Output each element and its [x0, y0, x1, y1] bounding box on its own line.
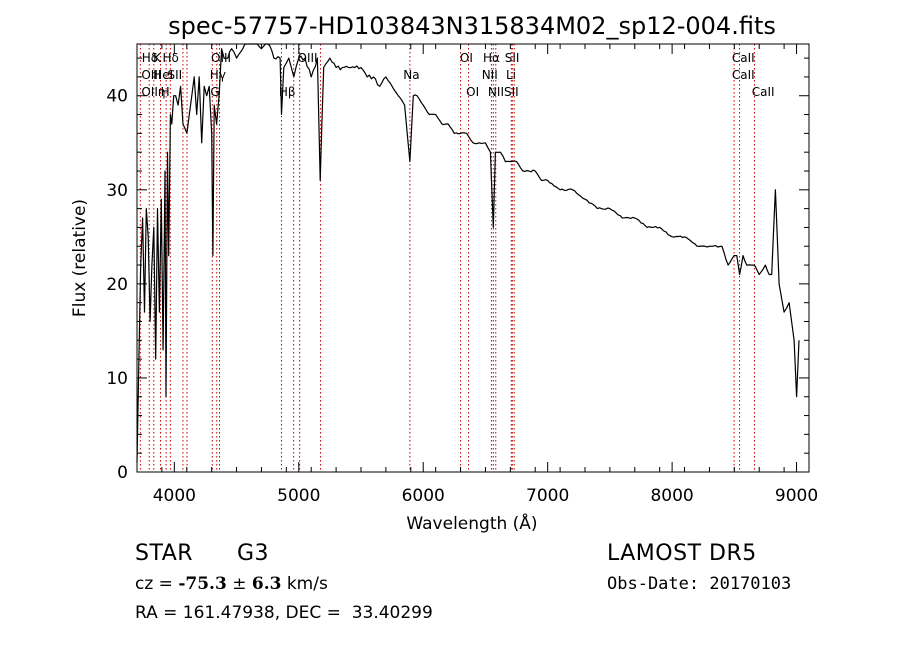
object-class: STAR [135, 541, 194, 566]
observation-date: Obs-Date: 20170103 [607, 574, 792, 594]
cz-value: -75.3 [178, 574, 227, 594]
feature-label: Hδ [142, 51, 158, 65]
feature-label: OIIη [141, 85, 165, 99]
x-tick-label: 8000 [650, 486, 693, 506]
x-tick-label: 6000 [402, 486, 445, 506]
y-axis-label: Flux (relative) [70, 199, 90, 317]
x-axis: 4000 5000 6000 7000 8000 9000 [136, 44, 818, 506]
spectrum-line [136, 43, 800, 463]
y-axis: 0 10 20 30 40 [106, 57, 809, 483]
x-tick-label: 7000 [526, 486, 569, 506]
feature-label: NIISII [488, 85, 519, 99]
redshift-line: cz = -75.3 ± 6.3 km/s [135, 574, 328, 594]
cz-error: 6.3 [251, 574, 282, 594]
feature-label: OIII [298, 51, 318, 65]
object-subclass: G3 [237, 541, 270, 566]
y-tick-label: 0 [117, 463, 128, 483]
x-tick-label: 5000 [277, 486, 320, 506]
feature-label: HeI [153, 68, 173, 82]
feature-label: CaII [732, 68, 755, 82]
feature-label: Hα [483, 51, 500, 65]
feature-label: OI [460, 51, 473, 65]
cz-plus-minus: ± [226, 574, 252, 594]
survey-name: LAMOST DR5 [607, 541, 757, 566]
x-tick-label: 9000 [775, 486, 818, 506]
y-tick-label: 30 [106, 181, 128, 201]
feature-label: SII [505, 51, 520, 65]
feature-label: OIII [141, 68, 161, 82]
feature-label: K [153, 51, 162, 65]
feature-label: Hγ [210, 68, 226, 82]
feature-label: OI [466, 85, 479, 99]
feature-label: Hδ [163, 51, 179, 65]
feature-label: CaII [732, 51, 755, 65]
feature-label: SII [167, 68, 182, 82]
x-axis-label: Wavelength (Å) [406, 512, 537, 534]
coordinates: RA = 161.47938, DEC = 33.40299 [135, 603, 433, 623]
cz-label: cz = [135, 574, 179, 594]
feature-label: Li [506, 68, 516, 82]
spectral-feature-lines [139, 44, 755, 472]
cz-unit: km/s [281, 574, 328, 594]
y-tick-label: 40 [106, 87, 128, 107]
feature-label: Na [403, 68, 419, 82]
x-tick-label: 4000 [153, 486, 196, 506]
y-tick-label: 10 [106, 369, 128, 389]
feature-label: H [161, 85, 170, 99]
feature-label: CaII [752, 85, 775, 99]
y-tick-label: 20 [106, 275, 128, 295]
plot-frame [136, 43, 810, 473]
feature-label: G [210, 85, 219, 99]
feature-label: NII [482, 68, 498, 82]
chart-title: spec-57757-HD103843N315834M02_sp12-004.f… [168, 12, 776, 40]
